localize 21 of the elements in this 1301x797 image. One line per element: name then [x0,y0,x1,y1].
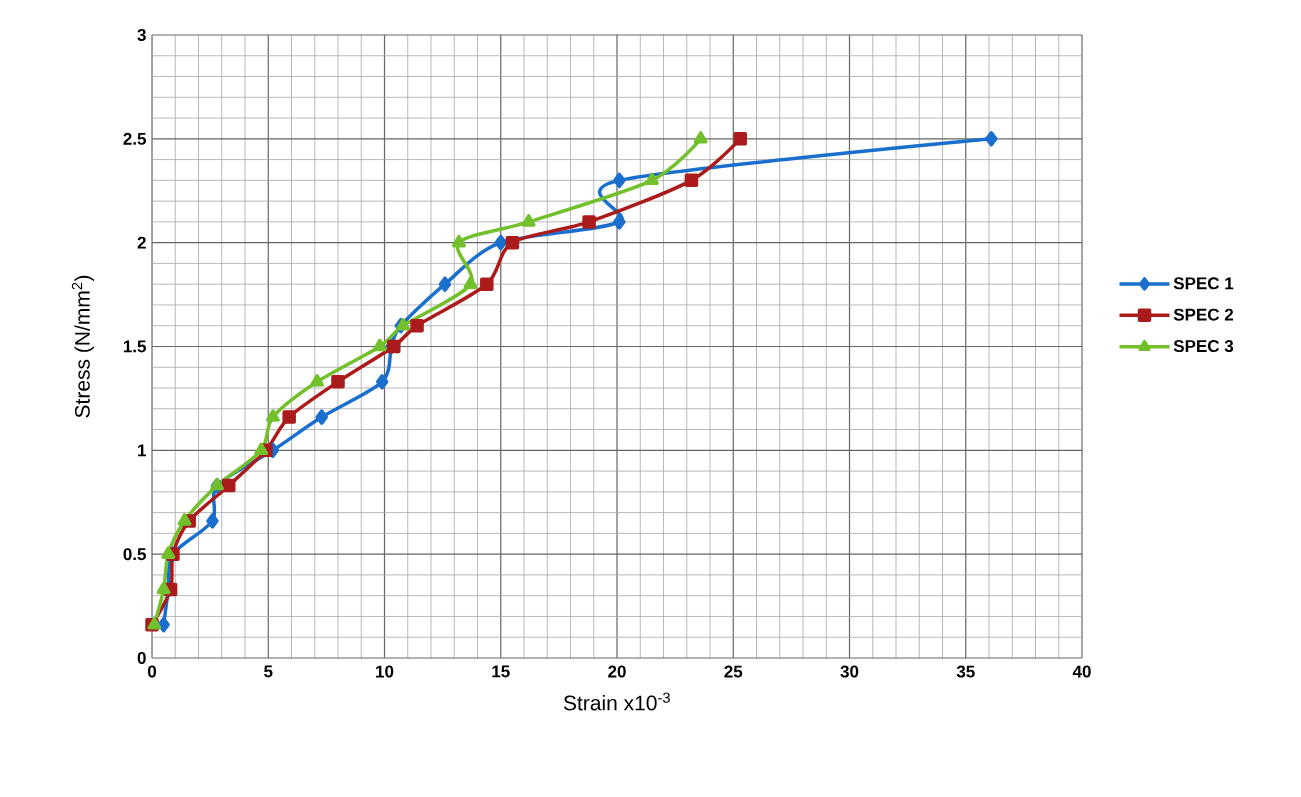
x-tick-label: 20 [608,665,626,678]
legend-label: SPEC 2 [1173,308,1234,321]
y-tick-label: 2.5 [123,132,147,145]
legend-label: SPEC 3 [1173,340,1234,353]
x-tick-label: 15 [492,665,510,678]
x-tick-label: 30 [840,665,859,678]
x-tick-label: 40 [1072,665,1091,678]
y-tick-label: 0 [137,651,146,665]
legend-label: SPEC 1 [1173,277,1234,290]
y-axis-title: Stress (N/mm$^{2}$) [71,275,94,418]
y-tick-label: 1 [138,444,147,457]
y-tick-label: 0.5 [123,548,147,561]
y-tick-label: 3 [137,28,146,42]
x-tick-label: 35 [956,665,975,678]
y-tick-label: 2 [137,236,146,249]
x-tick-label: 10 [376,665,394,678]
x-tick-label: 25 [724,665,743,678]
x-tick-label: 0 [147,665,157,678]
y-tick-label: 1.5 [123,340,147,353]
x-axis-title: Strain x10$^{-3}$ [563,692,670,711]
x-tick-label: 5 [264,665,273,678]
